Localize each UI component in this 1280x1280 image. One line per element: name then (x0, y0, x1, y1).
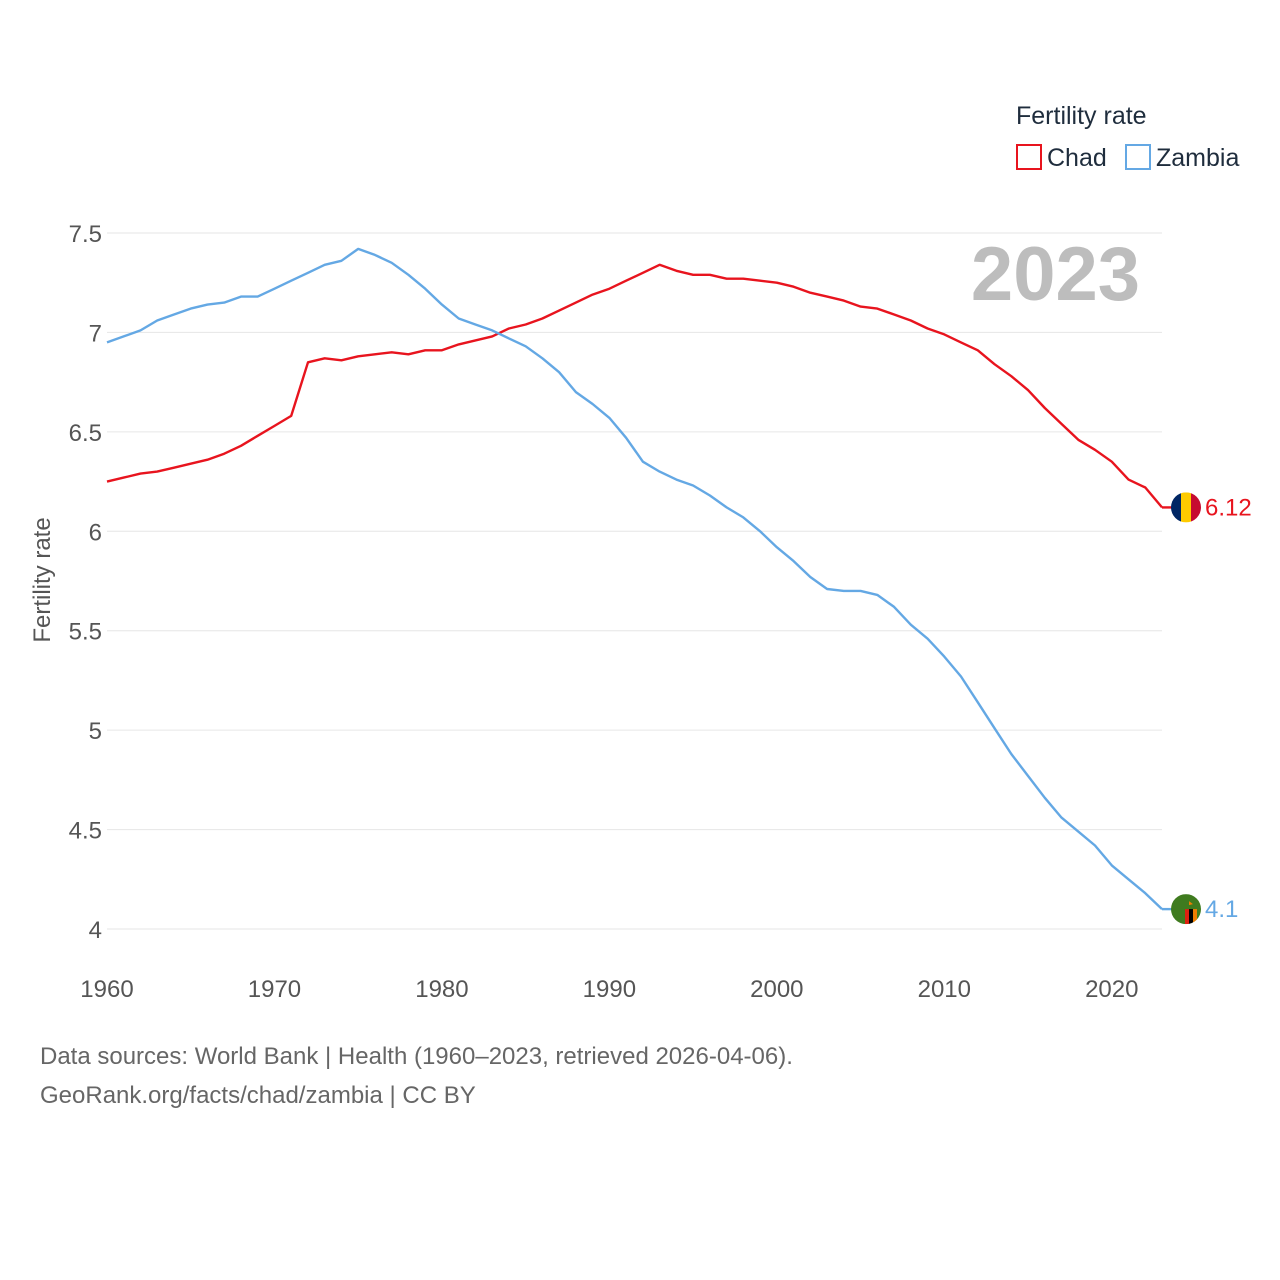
y-tick-label: 5.5 (69, 619, 102, 646)
source-line-2[interactable]: GeoRank.org/facts/chad/zambia | CC BY (40, 1082, 476, 1109)
year-label: 2023 (971, 232, 1140, 317)
legend-label-zambia[interactable]: Zambia (1156, 144, 1239, 172)
legend-label-chad[interactable]: Chad (1047, 144, 1107, 172)
y-tick-label: 5 (89, 718, 102, 745)
x-tick-label: 1970 (248, 976, 301, 1003)
chad-flag-icon (1171, 492, 1201, 523)
chad-flag-stripe-red (1191, 492, 1201, 523)
y-axis-title: Fertility rate (29, 517, 56, 642)
chad-flag-stripe-blue (1171, 492, 1181, 523)
zambia-flag-icon (1171, 894, 1201, 925)
legend: Fertility rate Chad Zambia (1016, 102, 1239, 172)
zambia-flag-stripe-orange (1193, 909, 1197, 925)
x-tick-label: 2000 (750, 976, 803, 1003)
legend-swatch-zambia[interactable] (1125, 144, 1151, 170)
y-tick-label: 7.5 (69, 221, 102, 248)
legend-swatch-chad[interactable] (1016, 144, 1042, 170)
zambia-flag-eagle (1189, 901, 1193, 906)
end-value-label-zambia: 4.1 (1205, 896, 1238, 923)
x-tick-label: 1990 (583, 976, 636, 1003)
y-axis-ticks: 4 4.5 5 5.5 6 6.5 7 7.5 (69, 221, 102, 944)
series-line-chad[interactable] (106, 263, 1163, 509)
x-tick-label: 1980 (415, 976, 468, 1003)
source-line-1: Data sources: World Bank | Health (1960–… (40, 1043, 793, 1070)
zambia-flag-stripe-red (1185, 909, 1189, 925)
end-value-label-chad: 6.12 (1205, 494, 1252, 521)
x-axis-ticks: 1960 1970 1980 1990 2000 2010 2020 (80, 976, 1138, 1003)
legend-title: Fertility rate (1016, 102, 1147, 130)
x-tick-label: 2020 (1085, 976, 1138, 1003)
y-tick-label: 4 (89, 917, 102, 944)
zambia-flag-stripe-black (1189, 909, 1193, 925)
y-tick-label: 7 (89, 320, 102, 347)
grid-lines (107, 232, 1162, 930)
series-line-zambia[interactable] (106, 247, 1163, 910)
x-tick-label: 2010 (918, 976, 971, 1003)
y-tick-label: 4.5 (69, 818, 102, 845)
x-tick-label: 1960 (80, 976, 133, 1003)
chad-flag-stripe-yellow (1181, 492, 1191, 523)
series-lines (106, 247, 1172, 911)
y-tick-label: 6 (89, 519, 102, 546)
y-tick-label: 6.5 (69, 420, 102, 447)
